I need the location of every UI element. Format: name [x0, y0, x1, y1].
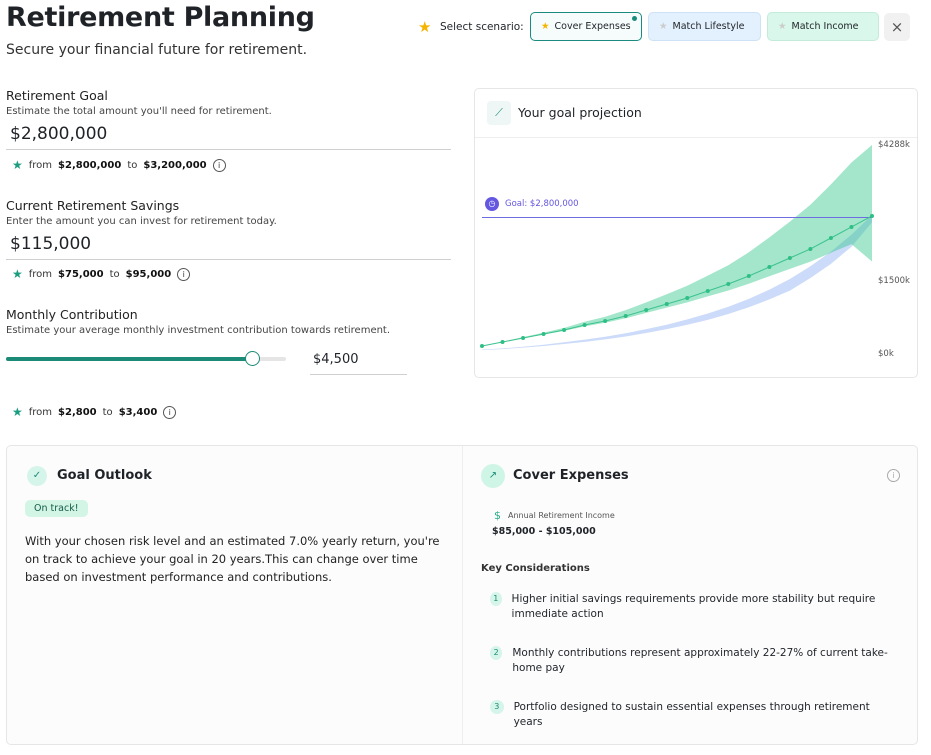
monthly-help: Estimate your average monthly investment… [6, 325, 391, 336]
median-point [870, 213, 874, 218]
monthly-slider[interactable] [6, 351, 286, 366]
range-to: $3,400 [118, 406, 158, 418]
to-label: to [127, 159, 138, 171]
consideration-text: Higher initial savings requirements prov… [511, 593, 876, 620]
status-badge: On track! [25, 500, 88, 517]
info-icon[interactable]: i [177, 267, 191, 281]
star-icon: ★ [418, 18, 432, 36]
monthly-input[interactable]: $4,500 [313, 352, 359, 367]
page-subtitle: Secure your financial future for retirem… [6, 42, 308, 58]
star-icon: ★ [659, 21, 668, 32]
consideration-text: Monthly contributions represent approxim… [512, 647, 888, 674]
goal-range: ★ from $2,800,000 to $3,200,000 i [12, 158, 226, 172]
savings-help: Enter the amount you can invest for reti… [6, 216, 277, 227]
clock-icon: ◷ [485, 197, 499, 211]
median-point [746, 274, 751, 279]
median-point [705, 288, 710, 293]
active-dot [632, 16, 637, 21]
median-point [767, 264, 772, 269]
median-point [582, 322, 587, 327]
range-from: $75,000 [58, 268, 104, 280]
range-to: $3,200,000 [143, 159, 207, 171]
income-label: Annual Retirement Income [508, 511, 615, 520]
page-title: Retirement Planning [6, 2, 315, 33]
to-label: to [109, 268, 120, 280]
trending-up-icon: ↗ [481, 464, 505, 488]
median-point [808, 246, 813, 251]
median-point [644, 307, 649, 312]
median-point [849, 224, 854, 229]
range-from: $2,800 [58, 406, 97, 418]
scenario-label: Match Lifestyle [672, 21, 745, 32]
consideration-item: 3 Portfolio designed to sustain essential… [490, 700, 890, 730]
info-icon[interactable]: i [887, 469, 900, 482]
chart-icon: ⟋ [487, 101, 511, 125]
star-icon: ★ [12, 405, 23, 419]
number-badge: 1 [490, 592, 502, 606]
savings-input[interactable]: $115,000 [10, 234, 92, 254]
consideration-item: 1 Higher initial savings requirements pro… [490, 592, 890, 622]
savings-range: ★ from $75,000 to $95,000 i [12, 267, 191, 281]
y-tick: $1500k [878, 276, 910, 286]
info-icon[interactable]: i [163, 405, 177, 419]
median-point [685, 295, 690, 300]
monthly-label: Monthly Contribution [6, 307, 138, 322]
goal-label: Retirement Goal [6, 88, 108, 103]
consideration-text: Portfolio designed to sustain essential … [513, 701, 870, 728]
from-label: from [28, 159, 53, 171]
number-badge: 2 [490, 646, 503, 660]
y-tick: $4288k [878, 140, 910, 150]
median-point [623, 313, 628, 318]
median-point [726, 282, 731, 287]
star-icon: ★ [12, 267, 23, 281]
star-icon: ★ [778, 21, 787, 32]
median-point [562, 328, 567, 333]
dollar-icon: $ [494, 509, 501, 522]
star-icon: ★ [541, 21, 550, 32]
baseline-band [482, 215, 872, 351]
median-point [541, 332, 546, 337]
projection-title: Your goal projection [518, 105, 642, 120]
income-value: $85,000 - $105,000 [492, 526, 596, 537]
scenario-label: Select scenario: [440, 21, 524, 33]
median-point [787, 255, 792, 260]
y-tick: $0k [878, 349, 894, 359]
range-from: $2,800,000 [58, 159, 122, 171]
median-point [480, 344, 484, 349]
scenario-cover-expenses[interactable]: ★ Cover Expenses [530, 12, 642, 41]
range-to: $95,000 [125, 268, 172, 280]
scenario-match-income[interactable]: ★ Match Income [767, 12, 879, 41]
check-circle-icon: ✓ [27, 466, 47, 486]
savings-label: Current Retirement Savings [6, 198, 180, 213]
median-point [521, 336, 526, 341]
scenario-label: Cover Expenses [554, 21, 631, 32]
from-label: from [28, 268, 53, 280]
outlook-title: Goal Outlook [57, 468, 152, 483]
goal-input[interactable]: $2,800,000 [10, 124, 108, 144]
consideration-item: 2 Monthly contributions represent approxi… [490, 646, 890, 676]
scenario-label: Match Income [791, 21, 859, 32]
from-label: from [28, 406, 53, 418]
goal-help: Estimate the total amount you'll need fo… [6, 106, 272, 117]
projection-band [482, 145, 872, 347]
close-button[interactable]: × [884, 13, 910, 41]
scenario-title: Cover Expenses [513, 468, 629, 483]
star-icon: ★ [12, 158, 23, 172]
projection-card: ⟋ Your goal projection [474, 88, 918, 378]
median-point [500, 340, 505, 345]
considerations-title: Key Considerations [481, 563, 590, 574]
median-line [481, 215, 873, 347]
slider-thumb[interactable] [245, 351, 261, 366]
to-label: to [102, 406, 113, 418]
info-icon[interactable]: i [212, 158, 226, 172]
monthly-range: ★ from $2,800 to $3,400 i [12, 405, 177, 419]
scenario-match-lifestyle[interactable]: ★ Match Lifestyle [648, 12, 761, 41]
goal-line-label: Goal: $2,800,000 [505, 199, 579, 209]
median-point [828, 235, 833, 240]
median-point [603, 319, 608, 324]
projection-chart [480, 145, 874, 351]
median-point [664, 301, 669, 306]
outlook-text: With your chosen risk level and an estim… [25, 534, 440, 584]
number-badge: 3 [490, 700, 504, 714]
